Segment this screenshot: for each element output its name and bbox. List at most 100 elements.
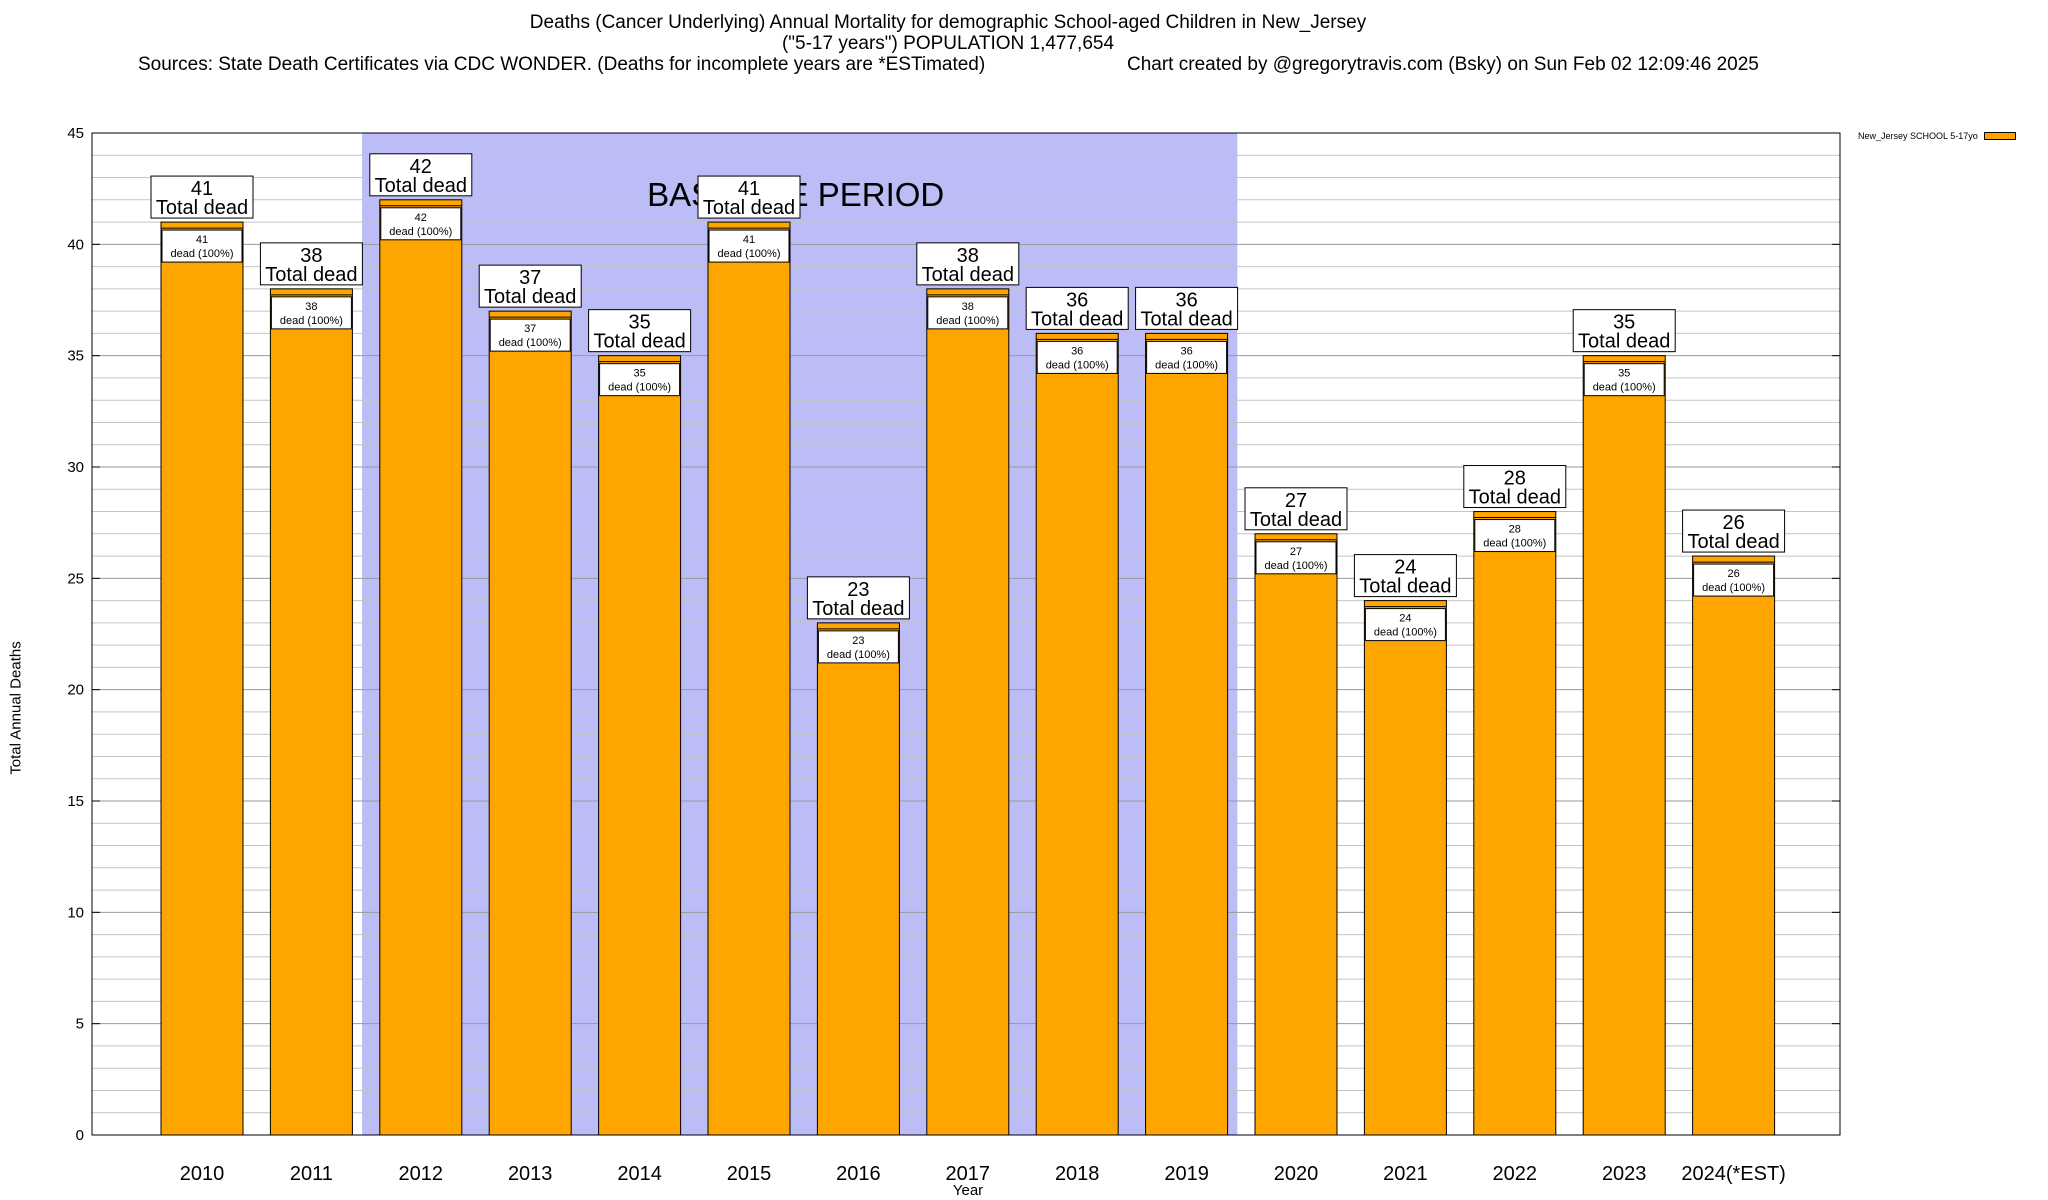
- inner-label-box: [270, 296, 352, 330]
- inner-percent-label: dead (100%): [1483, 538, 1546, 550]
- top-label-box: [806, 576, 910, 620]
- top-label-box: [1463, 465, 1567, 509]
- x-tick-label: 2012: [399, 1163, 444, 1185]
- inner-value-label: 26: [1727, 568, 1739, 580]
- inner-value-label: 36: [1180, 345, 1192, 357]
- top-value-label: 41: [191, 178, 213, 200]
- top-total-dead-label: Total dead: [375, 175, 467, 197]
- bar-2024(*EST): [1692, 555, 1776, 1136]
- legend-label: New_Jersey SCHOOL 5-17yo: [1858, 131, 1978, 141]
- inner-percent-label: dead (100%): [1702, 582, 1765, 594]
- top-label-box: [588, 309, 692, 353]
- x-tick-label: 2021: [1383, 1163, 1428, 1185]
- top-total-dead-label: Total dead: [484, 286, 576, 308]
- top-value-label: 36: [1175, 289, 1197, 311]
- inner-value-label: 41: [743, 234, 755, 246]
- top-label-box: [1135, 286, 1239, 330]
- inner-percent-label: dead (100%): [936, 315, 999, 327]
- top-label-box: [1244, 487, 1348, 531]
- inner-value-label: 42: [415, 212, 427, 224]
- chart-credit-text: Chart created by @gregorytravis.com (Bsk…: [1127, 54, 1759, 75]
- bar-2014: [598, 355, 682, 1136]
- bar-2020: [1254, 533, 1338, 1136]
- x-tick-label: 2022: [1493, 1163, 1538, 1185]
- inner-percent-label: dead (100%): [608, 382, 671, 394]
- top-total-dead-label: Total dead: [1140, 308, 1232, 330]
- top-value-label: 38: [300, 245, 322, 267]
- top-total-dead-label: Total dead: [593, 331, 685, 353]
- x-tick-label: 2019: [1164, 1163, 1209, 1185]
- inner-value-label: 27: [1290, 546, 1302, 558]
- x-tick-label: 2023: [1602, 1163, 1647, 1185]
- chart-title-line-1: Deaths (Cancer Underlying) Annual Mortal…: [529, 12, 1367, 33]
- bar-2011: [269, 288, 353, 1136]
- inner-label-box: [708, 229, 790, 263]
- inner-value-label: 37: [524, 323, 536, 335]
- bar-2017: [926, 288, 1010, 1136]
- inner-percent-label: dead (100%): [280, 315, 343, 327]
- top-value-label: 26: [1722, 512, 1744, 534]
- top-label-box: [916, 242, 1020, 286]
- chart-source-text: Sources: State Death Certificates via CD…: [138, 54, 986, 75]
- inner-percent-label: dead (100%): [1265, 560, 1328, 572]
- x-axis-label: Year: [952, 1182, 984, 1199]
- chart-title-line-2: ("5-17 years") POPULATION 1,477,654: [781, 33, 1115, 54]
- inner-value-label: 38: [962, 301, 974, 313]
- y-tick-label: 20: [67, 682, 84, 699]
- inner-label-box: [489, 318, 571, 352]
- inner-label-box: [1036, 340, 1118, 374]
- bar-2023: [1582, 355, 1666, 1136]
- inner-label-box: [817, 630, 899, 664]
- top-label-box: [1353, 554, 1457, 598]
- top-total-dead-label: Total dead: [1359, 576, 1451, 598]
- y-tick-label: 40: [67, 236, 84, 253]
- inner-percent-label: dead (100%): [718, 248, 781, 260]
- inner-label-box: [1693, 563, 1775, 597]
- inner-percent-label: dead (100%): [1155, 359, 1218, 371]
- top-label-box: [369, 153, 473, 197]
- inner-percent-label: dead (100%): [827, 649, 890, 661]
- inner-value-label: 36: [1071, 345, 1083, 357]
- y-tick-label: 25: [67, 570, 84, 587]
- top-total-dead-label: Total dead: [922, 264, 1014, 286]
- top-label-box: [259, 242, 363, 286]
- inner-label-box: [380, 207, 462, 241]
- y-tick-label: 5: [76, 1016, 84, 1033]
- bar-2013: [488, 310, 572, 1136]
- y-tick-label: 30: [67, 459, 84, 476]
- inner-percent-label: dead (100%): [171, 248, 234, 260]
- top-value-label: 37: [519, 267, 541, 289]
- top-total-dead-label: Total dead: [1469, 487, 1561, 509]
- y-tick-label: 45: [67, 125, 84, 142]
- legend-swatch: [1983, 132, 2016, 140]
- top-label-box: [478, 264, 582, 308]
- x-tick-label: 2010: [180, 1163, 225, 1185]
- inner-label-box: [161, 229, 243, 263]
- inner-percent-label: dead (100%): [499, 337, 562, 349]
- top-value-label: 42: [410, 156, 432, 178]
- top-label-box: [697, 175, 801, 219]
- inner-value-label: 38: [305, 301, 317, 313]
- top-total-dead-label: Total dead: [1578, 331, 1670, 353]
- x-tick-label: 2014: [617, 1163, 662, 1185]
- top-value-label: 36: [1066, 289, 1088, 311]
- bar-2019: [1145, 332, 1229, 1136]
- top-label-box: [1025, 286, 1129, 330]
- inner-value-label: 23: [852, 635, 864, 647]
- bar-2022: [1473, 511, 1557, 1136]
- inner-percent-label: dead (100%): [1046, 359, 1109, 371]
- y-tick-label: 0: [76, 1127, 84, 1144]
- top-label-box: [1682, 509, 1786, 553]
- x-tick-label: 2017: [946, 1163, 991, 1185]
- inner-value-label: 24: [1399, 613, 1411, 625]
- top-value-label: 24: [1394, 557, 1416, 579]
- inner-label-box: [1474, 519, 1556, 553]
- top-total-dead-label: Total dead: [812, 598, 904, 620]
- top-total-dead-label: Total dead: [703, 197, 795, 219]
- inner-label-box: [599, 363, 681, 397]
- top-total-dead-label: Total dead: [1250, 509, 1342, 531]
- top-value-label: 38: [957, 245, 979, 267]
- inner-value-label: 35: [633, 368, 645, 380]
- y-axis-label: Total Annual Deaths: [7, 641, 25, 775]
